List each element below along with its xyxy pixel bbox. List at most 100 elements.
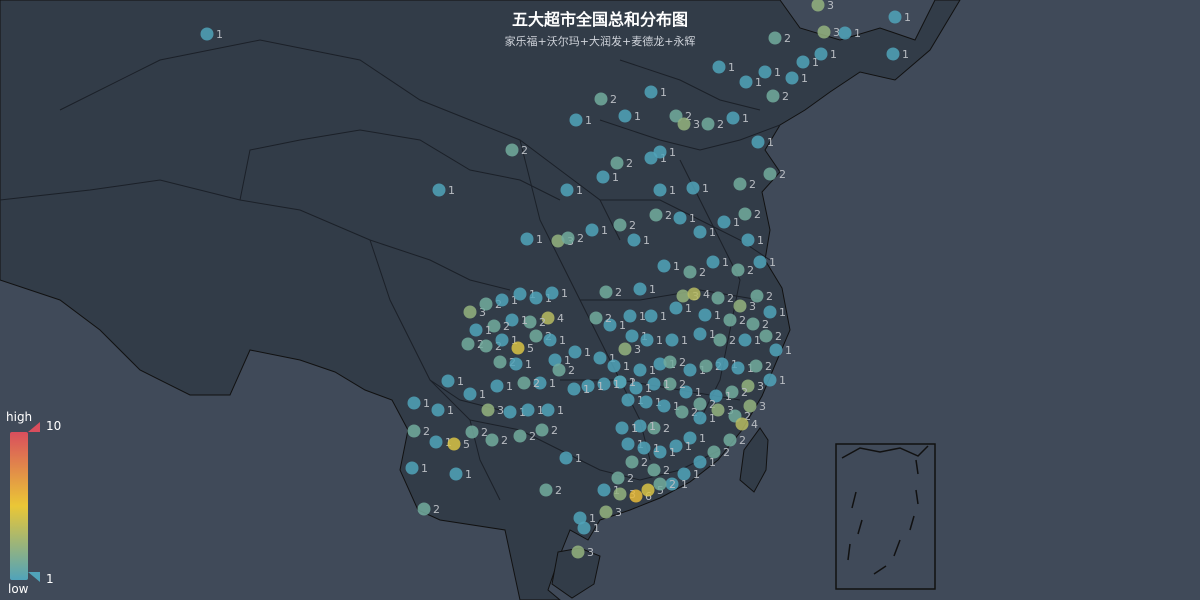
- store-point-marker[interactable]: [759, 329, 773, 343]
- store-point-marker[interactable]: [641, 483, 655, 497]
- store-point[interactable]: 1: [712, 60, 736, 75]
- store-point-marker[interactable]: [768, 31, 782, 45]
- store-point[interactable]: 1: [618, 109, 642, 124]
- store-point[interactable]: 2: [683, 265, 707, 280]
- store-point-marker[interactable]: [699, 359, 713, 373]
- store-point-marker[interactable]: [739, 75, 753, 89]
- store-point[interactable]: 2: [759, 329, 783, 344]
- store-point[interactable]: 5: [447, 437, 471, 452]
- store-point-marker[interactable]: [693, 225, 707, 239]
- store-point[interactable]: 2: [539, 483, 563, 498]
- store-point-marker[interactable]: [675, 405, 689, 419]
- store-point-marker[interactable]: [653, 477, 667, 491]
- store-point-marker[interactable]: [621, 393, 635, 407]
- store-point-marker[interactable]: [814, 47, 828, 61]
- store-point-marker[interactable]: [469, 323, 483, 337]
- store-point[interactable]: 1: [548, 353, 572, 368]
- store-point-marker[interactable]: [585, 223, 599, 237]
- store-point[interactable]: 2: [725, 385, 749, 400]
- store-point-marker[interactable]: [785, 71, 799, 85]
- store-point[interactable]: 2: [766, 89, 790, 104]
- store-point-marker[interactable]: [520, 232, 534, 246]
- store-point[interactable]: 3: [481, 403, 505, 418]
- store-point[interactable]: 2: [647, 421, 671, 436]
- store-point-marker[interactable]: [551, 234, 565, 248]
- store-point-marker[interactable]: [618, 109, 632, 123]
- store-point[interactable]: 1: [596, 170, 620, 185]
- store-point-marker[interactable]: [513, 287, 527, 301]
- store-point-marker[interactable]: [573, 511, 587, 525]
- store-point[interactable]: 1: [758, 65, 782, 80]
- store-point-marker[interactable]: [548, 353, 562, 367]
- store-point[interactable]: 2: [647, 463, 671, 478]
- store-point[interactable]: 1: [769, 343, 793, 358]
- store-point[interactable]: 1: [751, 135, 775, 150]
- store-point[interactable]: 2: [589, 311, 613, 326]
- store-point[interactable]: 2: [733, 177, 757, 192]
- store-point[interactable]: 2: [613, 218, 637, 233]
- store-point-marker[interactable]: [711, 291, 725, 305]
- store-point-marker[interactable]: [552, 363, 566, 377]
- store-point-marker[interactable]: [463, 305, 477, 319]
- store-point[interactable]: 1: [653, 183, 677, 198]
- store-point-marker[interactable]: [677, 467, 691, 481]
- store-point-marker[interactable]: [669, 109, 683, 123]
- store-point-marker[interactable]: [596, 170, 610, 184]
- store-point-marker[interactable]: [665, 333, 679, 347]
- store-point[interactable]: 1: [886, 47, 910, 62]
- store-point[interactable]: 1: [593, 351, 617, 366]
- store-point-marker[interactable]: [599, 285, 613, 299]
- store-point-marker[interactable]: [657, 399, 671, 413]
- store-point-marker[interactable]: [589, 311, 603, 325]
- store-point-marker[interactable]: [811, 0, 825, 12]
- store-point-marker[interactable]: [529, 329, 543, 343]
- store-point-marker[interactable]: [676, 289, 690, 303]
- store-point-marker[interactable]: [886, 47, 900, 61]
- store-point-marker[interactable]: [495, 333, 509, 347]
- visual-map-gradient-bar[interactable]: [10, 432, 28, 580]
- store-point-marker[interactable]: [796, 55, 810, 69]
- store-point-marker[interactable]: [731, 263, 745, 277]
- store-point-marker[interactable]: [597, 483, 611, 497]
- store-point[interactable]: 2: [738, 207, 762, 222]
- store-point-marker[interactable]: [465, 425, 479, 439]
- store-point-marker[interactable]: [633, 363, 647, 377]
- store-point-marker[interactable]: [621, 437, 635, 451]
- store-point[interactable]: 2: [763, 167, 787, 182]
- store-point[interactable]: 1: [521, 403, 545, 418]
- store-point-marker[interactable]: [741, 233, 755, 247]
- store-point-marker[interactable]: [693, 397, 707, 411]
- store-point-marker[interactable]: [597, 377, 611, 391]
- store-point-marker[interactable]: [731, 361, 745, 375]
- store-point[interactable]: 1: [441, 374, 465, 389]
- store-point-marker[interactable]: [560, 183, 574, 197]
- store-point-marker[interactable]: [405, 461, 419, 475]
- store-point-marker[interactable]: [479, 339, 493, 353]
- store-point-marker[interactable]: [743, 399, 757, 413]
- store-point[interactable]: 5: [511, 341, 535, 356]
- store-point[interactable]: 1: [644, 85, 668, 100]
- store-point-marker[interactable]: [521, 403, 535, 417]
- store-point[interactable]: 2: [479, 339, 503, 354]
- store-point-marker[interactable]: [611, 471, 625, 485]
- store-point-marker[interactable]: [533, 376, 547, 390]
- store-point-marker[interactable]: [693, 411, 707, 425]
- store-point-marker[interactable]: [615, 421, 629, 435]
- store-point-marker[interactable]: [625, 329, 639, 343]
- visual-map-max-handle[interactable]: [28, 422, 40, 432]
- store-point-marker[interactable]: [766, 89, 780, 103]
- store-point[interactable]: 2: [407, 424, 431, 439]
- store-point[interactable]: 2: [768, 31, 792, 46]
- store-point[interactable]: 4: [541, 311, 565, 326]
- store-point[interactable]: 1: [693, 327, 717, 342]
- store-point-marker[interactable]: [707, 445, 721, 459]
- store-point-marker[interactable]: [607, 359, 621, 373]
- store-point[interactable]: 2: [523, 315, 547, 330]
- store-point[interactable]: 1: [639, 395, 663, 410]
- store-point[interactable]: 4: [735, 417, 759, 432]
- store-point[interactable]: 1: [679, 385, 703, 400]
- store-point-marker[interactable]: [541, 403, 555, 417]
- store-point-marker[interactable]: [625, 455, 639, 469]
- store-point-marker[interactable]: [639, 395, 653, 409]
- store-point-marker[interactable]: [683, 431, 697, 445]
